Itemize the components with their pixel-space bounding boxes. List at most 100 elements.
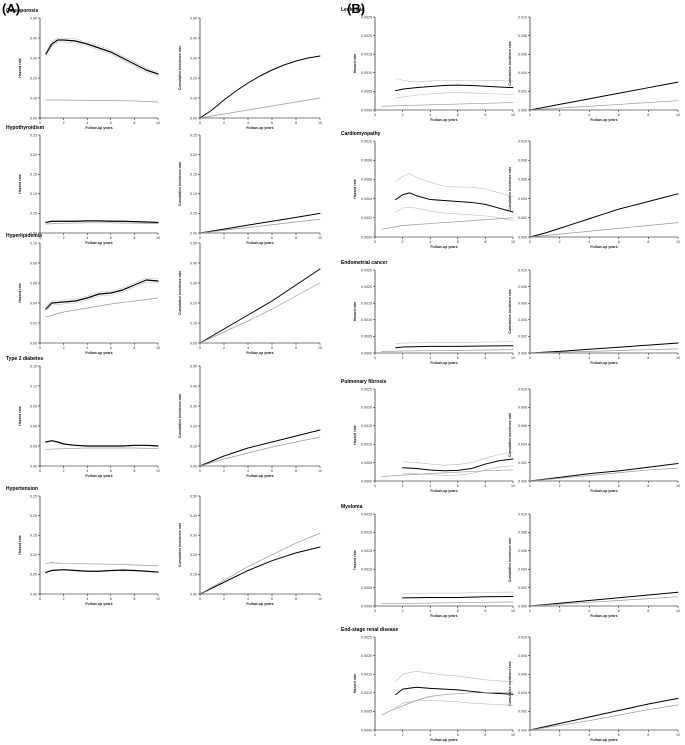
y-tick-label: 0.004 — [518, 443, 527, 447]
series-line-2 — [529, 222, 679, 238]
x-tick-label: 2 — [402, 484, 404, 488]
series-line-2 — [199, 218, 321, 234]
x-tick-label: 8 — [295, 346, 297, 350]
x-tick-label: 0 — [374, 240, 376, 244]
series-line-1 — [529, 463, 679, 482]
y-tick-label: 0.10 — [30, 96, 37, 100]
x-tick-label: 6 — [110, 469, 112, 473]
x-tick-label: 6 — [457, 484, 459, 488]
series-line-1 — [45, 279, 159, 310]
x-tick-label: 2 — [223, 469, 225, 473]
y-tick-label: 0.004 — [518, 568, 527, 572]
x-axis-label: Follow-up years — [430, 489, 457, 493]
x-tick-label: 0 — [529, 356, 531, 360]
x-axis-label: Follow-up years — [246, 241, 273, 245]
x-tick-label: 10 — [318, 121, 322, 125]
x-tick-label: 10 — [511, 356, 515, 360]
y-axis-label: Hazard rate — [353, 54, 357, 74]
y-axis-label: Cumulative incidence rate — [508, 413, 512, 458]
x-tick-label: 8 — [647, 484, 649, 488]
x-tick-label: 4 — [247, 121, 249, 125]
y-tick-label: 0.010 — [518, 512, 527, 516]
series-line-1 — [199, 268, 321, 344]
x-tick-label: 2 — [223, 346, 225, 350]
x-tick-label: 10 — [156, 597, 160, 601]
series-line-2 — [529, 467, 679, 482]
y-tick-label: 0.006 — [518, 673, 527, 677]
x-tick-label: 2 — [63, 597, 65, 601]
y-tick-label: 0.002 — [518, 335, 527, 339]
y-tick-label: 0.000 — [518, 235, 527, 239]
y-tick-label: 0.006 — [518, 424, 527, 428]
plot-title: Myeloma — [341, 504, 363, 510]
axis-lines — [529, 141, 678, 238]
axis-lines — [374, 17, 513, 111]
axis-lines — [374, 389, 513, 482]
y-tick-label: 0.010 — [518, 387, 527, 391]
y-tick-label: 0.30 — [190, 56, 197, 60]
plot-t2d-cum: 0 2 4 6 8 10 0.00 0.10 0.20 0.30 0.40 0.50 Follow-up… — [178, 364, 322, 478]
x-tick-label: 8 — [647, 356, 649, 360]
plot-esrd-cum: 0 2 4 6 8 100.0000.0020.0040.0060.0080.010Fol… — [508, 635, 680, 742]
series-line-2 — [199, 436, 321, 467]
x-tick-label: 10 — [156, 121, 160, 125]
x-tick-label: 4 — [588, 240, 590, 244]
y-tick-label: 0.50 — [190, 494, 197, 498]
x-tick-label: 6 — [618, 240, 620, 244]
y-axis-label: Cumulative incidence rate — [508, 661, 512, 706]
x-tick-label: 4 — [429, 484, 431, 488]
x-tick-label: 8 — [647, 240, 649, 244]
x-tick-label: 2 — [223, 236, 225, 240]
y-axis-label: Cumulative incidence rate — [508, 167, 512, 212]
y-tick-label: 0.0000 — [361, 235, 372, 239]
y-tick-label: 0.02 — [30, 321, 37, 325]
plot-osteo-cum: 0 2 4 6 8 10 0.00 0.10 0.20 0.30 0.40 0.50 Follow-up… — [178, 16, 322, 130]
y-tick-label: 0.00 — [190, 464, 197, 468]
x-tick-label: 10 — [511, 240, 515, 244]
axis-lines — [39, 243, 158, 344]
y-tick-label: 0.08 — [30, 261, 37, 265]
y-tick-label: 0.0020 — [361, 531, 372, 535]
series-line-2 — [395, 341, 514, 344]
y-tick-label: 0.0010 — [361, 318, 372, 322]
y-tick-label: 0.0004 — [361, 197, 372, 201]
series-line-1 — [529, 81, 679, 111]
y-tick-label: 0.010 — [518, 139, 527, 143]
plot-pulm-hazard: Pulmonary fibrosis 0 2 4 6 8 10 0.0000 0.0005 0.0… — [341, 379, 515, 493]
plot-hypothy-cum: 0 2 4 6 8 10 0.00 0.05 0.10 0.15 0.20 0.25 Follow-up… — [178, 133, 322, 245]
x-axis-label: Follow-up years — [430, 738, 457, 742]
y-tick-label: 0.05 — [190, 212, 197, 216]
series-line-3 — [45, 37, 159, 73]
x-tick-label: 4 — [247, 597, 249, 601]
y-tick-label: 0.15 — [30, 534, 37, 538]
x-tick-label: 2 — [223, 121, 225, 125]
panel-label-b: (B) — [347, 1, 365, 16]
x-tick-label: 10 — [676, 240, 680, 244]
y-tick-label: 0.0025 — [361, 268, 372, 272]
x-tick-label: 10 — [511, 113, 515, 117]
y-tick-label: 0.06 — [30, 424, 37, 428]
y-tick-label: 0.0020 — [361, 285, 372, 289]
y-tick-label: 0.000 — [518, 604, 527, 608]
y-tick-label: 0.0015 — [361, 302, 372, 306]
y-axis-label: Hazard rate — [18, 535, 22, 555]
x-tick-label: 2 — [402, 240, 404, 244]
y-tick-label: 0.30 — [190, 281, 197, 285]
plot-htn-cum: 0 2 4 6 8 10 0.00 0.10 0.20 0.30 0.40 0.50 Follow-up… — [178, 494, 322, 606]
y-tick-label: 0.008 — [518, 34, 527, 38]
y-axis-label: Cumulative incidence rate — [508, 41, 512, 86]
plot-leuk-cum: 0 2 4 6 8 100.0000.0020.0040.0060.0080.010Fol… — [508, 15, 680, 122]
series-line-3 — [381, 349, 514, 352]
axis-lines — [199, 496, 320, 595]
x-tick-label: 8 — [484, 484, 486, 488]
axis-lines — [199, 135, 320, 234]
y-tick-label: 0.0015 — [361, 53, 372, 57]
x-tick-label: 0 — [374, 356, 376, 360]
y-tick-label: 0.004 — [518, 691, 527, 695]
axis-lines — [529, 270, 678, 354]
x-tick-label: 4 — [86, 121, 88, 125]
series-line-3 — [381, 601, 514, 605]
y-tick-label: 0.20 — [190, 301, 197, 305]
x-tick-label: 10 — [676, 609, 680, 613]
y-axis-label: Hazard rate — [353, 425, 357, 445]
